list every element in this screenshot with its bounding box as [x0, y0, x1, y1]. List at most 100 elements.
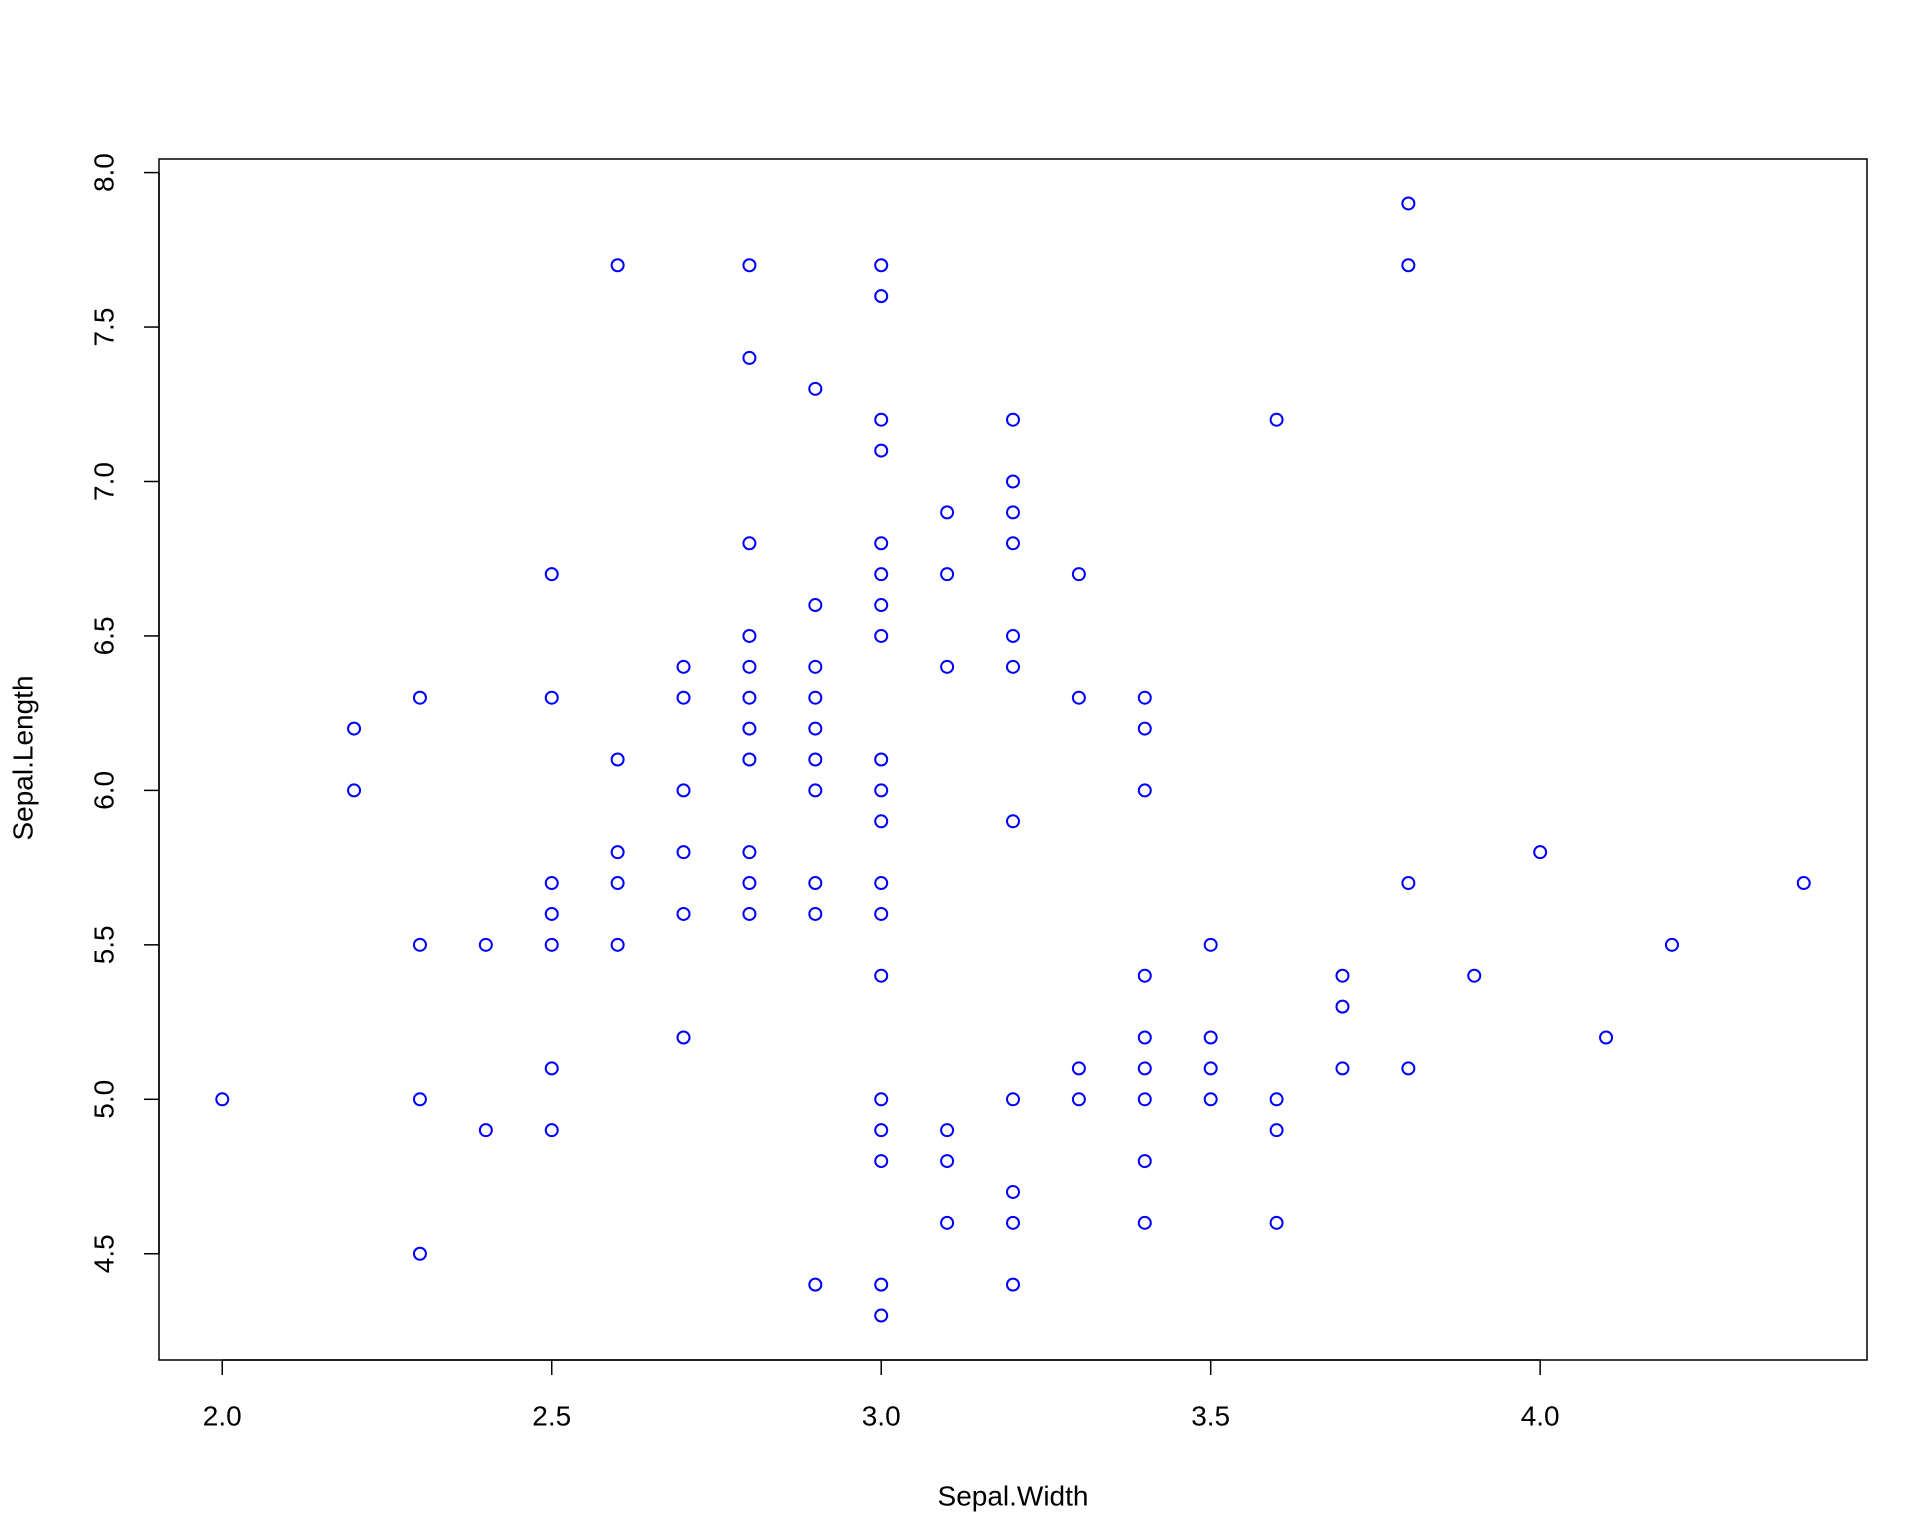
point	[1006, 474, 1020, 489]
point	[1137, 1030, 1152, 1045]
point	[874, 968, 889, 983]
point	[940, 1154, 955, 1169]
point	[1269, 1215, 1284, 1230]
point	[742, 350, 757, 365]
point	[808, 783, 823, 798]
point	[1203, 1092, 1218, 1107]
point	[742, 721, 757, 736]
point	[610, 937, 625, 952]
point	[1006, 412, 1020, 427]
point	[874, 814, 889, 829]
point	[1401, 1061, 1416, 1076]
point	[544, 937, 559, 952]
y-tick-label: 5.0	[88, 1080, 119, 1119]
point	[808, 598, 823, 613]
point	[742, 628, 757, 643]
y-tick-label: 6.0	[88, 771, 119, 810]
point	[1006, 536, 1020, 551]
point	[676, 690, 691, 705]
point	[1269, 1092, 1284, 1107]
point	[1137, 968, 1152, 983]
point	[610, 876, 625, 891]
point	[610, 258, 625, 273]
point	[1137, 1092, 1152, 1107]
point	[1401, 196, 1416, 211]
point	[874, 1123, 889, 1138]
x-tick-label: 4.0	[1521, 1400, 1560, 1431]
point	[940, 659, 955, 674]
point	[1006, 505, 1020, 520]
point	[742, 845, 757, 860]
point	[412, 1246, 427, 1261]
point	[1137, 721, 1152, 736]
point	[610, 752, 625, 767]
point	[1071, 690, 1086, 705]
point	[742, 690, 757, 705]
y-tick-label: 4.5	[88, 1234, 119, 1273]
x-tick-label: 2.0	[203, 1400, 242, 1431]
point	[215, 1092, 230, 1107]
point	[1335, 999, 1350, 1014]
y-tick-label: 6.5	[88, 616, 119, 655]
point	[1401, 876, 1416, 891]
point	[742, 876, 757, 891]
point	[1006, 1277, 1020, 1292]
y-axis-label: Sepal.Length	[7, 675, 38, 840]
point	[544, 567, 559, 582]
point	[1335, 1061, 1350, 1076]
point	[742, 906, 757, 921]
x-axis-label: Sepal.Width	[938, 1480, 1089, 1511]
point	[808, 721, 823, 736]
point	[347, 721, 362, 736]
point	[874, 536, 889, 551]
point	[1137, 690, 1152, 705]
y-tick-label: 7.0	[88, 462, 119, 501]
point	[808, 876, 823, 891]
point	[742, 536, 757, 551]
point	[874, 1154, 889, 1169]
point	[1796, 876, 1811, 891]
point	[1269, 412, 1284, 427]
point	[1006, 628, 1020, 643]
point	[1137, 1061, 1152, 1076]
point	[1335, 968, 1350, 983]
point	[940, 1215, 955, 1230]
point	[808, 659, 823, 674]
point	[1599, 1030, 1614, 1045]
point	[742, 258, 757, 273]
point	[1467, 968, 1482, 983]
point	[874, 1092, 889, 1107]
point	[676, 1030, 691, 1045]
point	[544, 906, 559, 921]
point	[676, 906, 691, 921]
x-tick-label: 3.5	[1191, 1400, 1230, 1431]
point	[874, 628, 889, 643]
point	[412, 1092, 427, 1107]
point	[874, 906, 889, 921]
point	[544, 1061, 559, 1076]
y-tick-label: 7.5	[88, 308, 119, 347]
point	[874, 1308, 889, 1323]
point	[874, 598, 889, 613]
point	[940, 1123, 955, 1138]
point	[1203, 1061, 1218, 1076]
point	[808, 381, 823, 396]
point	[412, 937, 427, 952]
x-tick-label: 3.0	[862, 1400, 901, 1431]
point	[478, 937, 493, 952]
point	[808, 1277, 823, 1292]
point	[1071, 1092, 1086, 1107]
point	[544, 876, 559, 891]
point	[874, 876, 889, 891]
point	[874, 752, 889, 767]
point	[1533, 845, 1548, 860]
point	[478, 1123, 493, 1138]
point	[1269, 1123, 1284, 1138]
point	[1664, 937, 1679, 952]
point	[676, 783, 691, 798]
point	[1401, 258, 1416, 273]
point	[940, 505, 955, 520]
point	[1137, 783, 1152, 798]
